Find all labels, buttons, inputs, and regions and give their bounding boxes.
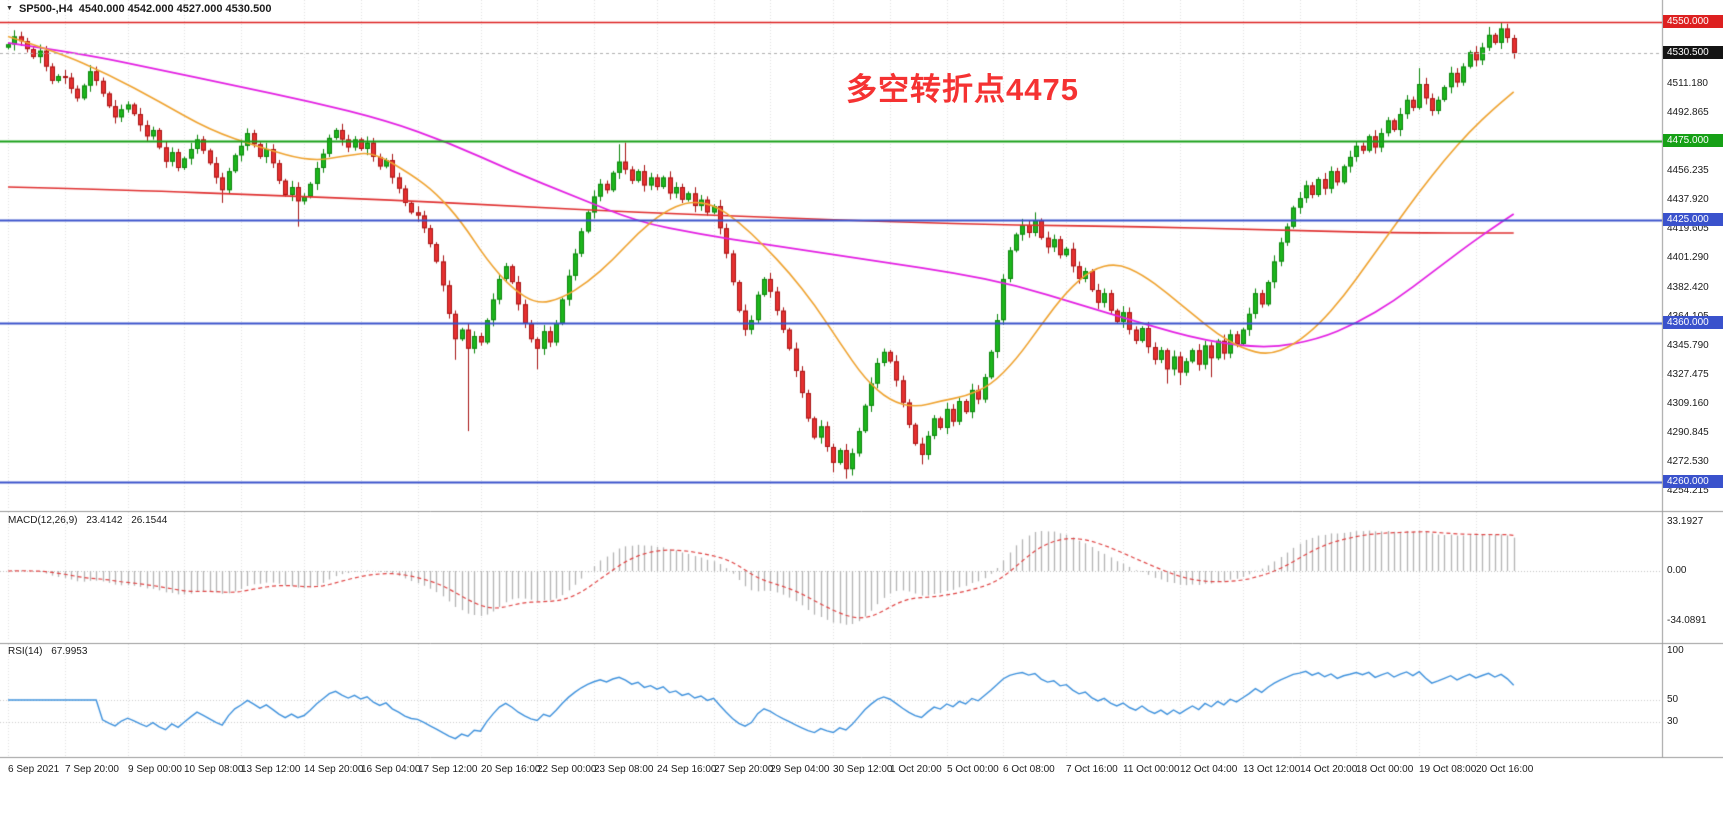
chart-title: ▼ SP500-,H4 4540.000 4542.000 4527.000 4… xyxy=(6,3,271,15)
pane-separator-macd-rsi[interactable] xyxy=(0,641,1723,646)
annotation-text: 多空转折点4475 xyxy=(846,72,1079,107)
price-tick-label: 4419.605 xyxy=(1667,222,1709,234)
price-scale[interactable]: 4511.180 4492.865 4456.235 4437.920 4419.605… xyxy=(1663,0,1723,792)
rsi-scale-label: 100 xyxy=(1667,645,1684,656)
macd-scale-label: 33.1927 xyxy=(1667,516,1704,528)
time-axis-label: 18 Oct 00:00 xyxy=(1356,764,1414,775)
price-tick-label: 4345.790 xyxy=(1667,339,1709,351)
time-axis-label: 20 Oct 16:00 xyxy=(1476,764,1534,775)
time-axis-label: 23 Sep 08:00 xyxy=(594,764,654,775)
chart-symbol-timeframe: SP500-,H4 xyxy=(18,3,73,15)
rsi-value: 67.9953 xyxy=(51,646,88,657)
price-tick-label: 4309.160 xyxy=(1667,397,1709,409)
price-badge-resistance-line: 4550.000 xyxy=(1663,15,1723,29)
macd-scale-label: 0.00 xyxy=(1667,565,1687,576)
pane-separator-rsi-axis[interactable] xyxy=(0,755,1723,760)
time-axis-label: 29 Sep 04:00 xyxy=(770,764,830,775)
price-badge-pivot-line: 4475.000 xyxy=(1663,134,1723,148)
time-axis-label: 24 Sep 16:00 xyxy=(657,764,717,775)
time-axis-label: 14 Sep 20:00 xyxy=(304,764,364,775)
pane-separator-main-macd[interactable] xyxy=(0,509,1723,514)
time-axis-label: 27 Sep 20:00 xyxy=(714,764,774,775)
chart-title-marker-icon: ▼ xyxy=(6,4,13,12)
time-axis-label: 6 Sep 2021 xyxy=(8,764,60,775)
time-axis-label: 5 Oct 00:00 xyxy=(947,764,999,775)
time-axis-label: 30 Sep 12:00 xyxy=(833,764,893,775)
time-axis-label: 7 Sep 20:00 xyxy=(65,764,119,775)
time-axis-label: 19 Oct 08:00 xyxy=(1419,764,1477,775)
macd-name: MACD(12,26,9) xyxy=(8,515,78,526)
time-axis-label: 13 Sep 12:00 xyxy=(241,764,301,775)
time-axis-label: 17 Sep 12:00 xyxy=(418,764,478,775)
price-tick-label: 4511.180 xyxy=(1667,77,1708,89)
time-axis-label: 14 Oct 20:00 xyxy=(1300,764,1358,775)
time-axis-label: 12 Oct 04:00 xyxy=(1180,764,1238,775)
time-axis-label: 11 Oct 00:00 xyxy=(1123,764,1180,775)
price-tick-label: 4327.475 xyxy=(1667,368,1709,380)
chart-ohlc-values: 4540.000 4542.000 4527.000 4530.500 xyxy=(78,3,272,15)
time-axis-label: 13 Oct 12:00 xyxy=(1243,764,1301,775)
price-tick-label: 4492.865 xyxy=(1667,106,1709,118)
time-axis-label: 6 Oct 08:00 xyxy=(1003,764,1055,775)
time-scale[interactable]: 6 Sep 2021 7 Sep 20:00 9 Sep 00:00 10 Sep 0… xyxy=(0,764,1660,778)
rsi-indicator-label: RSI(14) 67.9953 xyxy=(8,646,93,657)
price-badge-current-price: 4530.500 xyxy=(1663,46,1723,60)
price-tick-label: 4254.215 xyxy=(1667,485,1709,496)
macd-main-value: 23.4142 xyxy=(86,515,123,526)
time-axis-label: 7 Oct 16:00 xyxy=(1066,764,1118,775)
price-tick-label: 4382.420 xyxy=(1667,281,1709,293)
price-tick-label: 4290.845 xyxy=(1667,426,1709,438)
price-badge-support-line-2: 4360.000 xyxy=(1663,316,1723,330)
macd-signal-value: 26.1544 xyxy=(131,515,168,526)
time-axis-label: 10 Sep 08:00 xyxy=(184,764,244,775)
price-tick-label: 4272.530 xyxy=(1667,455,1709,467)
time-axis-label: 9 Sep 00:00 xyxy=(128,764,182,775)
rsi-scale-label: 30 xyxy=(1667,716,1679,728)
price-tick-label: 4437.920 xyxy=(1667,193,1709,205)
price-tick-label: 4401.290 xyxy=(1667,251,1709,263)
rsi-scale-label: 50 xyxy=(1667,694,1679,705)
rsi-name: RSI(14) xyxy=(8,646,43,657)
price-badge-support-line-3: 4260.000 xyxy=(1663,474,1723,488)
macd-indicator-label: MACD(12,26,9) 23.4142 26.1544 xyxy=(8,515,173,526)
time-axis-label: 1 Oct 20:00 xyxy=(890,764,942,775)
time-axis-label: 22 Sep 00:00 xyxy=(537,764,597,775)
macd-scale-label: -34.0891 xyxy=(1667,615,1707,627)
price-tick-label: 4456.235 xyxy=(1667,164,1709,176)
price-badge-support-line-1: 4425.000 xyxy=(1663,213,1723,227)
time-axis-label: 20 Sep 16:00 xyxy=(481,764,541,775)
time-axis-label: 16 Sep 04:00 xyxy=(361,764,421,775)
